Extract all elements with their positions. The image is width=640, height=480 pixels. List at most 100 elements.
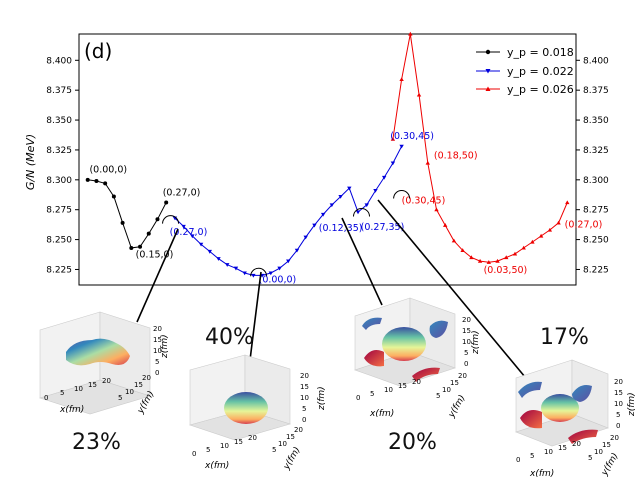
inset-1-xlabel: x(fm) — [59, 405, 84, 415]
inset-1-ztick-4: 0 — [155, 369, 159, 377]
y-ticks-left: 8.225 8.250 8.275 8.300 8.325 8.350 8.375 8.400 — [46, 56, 79, 275]
inset-2-zlabel: z(fm) — [317, 386, 327, 411]
series-2-point-14 — [294, 248, 300, 253]
legend: y_p = 0.018 y_p = 0.022 y_p = 0.026 — [476, 46, 574, 96]
series-line-1 — [87, 179, 167, 249]
inset-3-ztick-4: 0 — [464, 360, 468, 368]
inset-1-xtick-0: 0 — [44, 394, 48, 402]
inset-3-ztick-3: 5 — [464, 349, 468, 357]
inset-4-ztick-4: 0 — [616, 422, 620, 430]
callout-circle-2 — [353, 208, 371, 217]
inset-4-ytick-3: 5 — [588, 454, 592, 462]
inset-1-xtick-1: 5 — [60, 389, 64, 397]
ytick-right-label-1: 8.250 — [583, 236, 609, 246]
series-2-point-23 — [373, 188, 378, 193]
inset-3-xtick-3: 15 — [398, 382, 407, 390]
ytick-right-label-2: 8.275 — [583, 206, 609, 216]
series-3-point-11 — [486, 260, 492, 264]
inset-4-ytick-0: 20 — [610, 434, 619, 442]
annotation-2: (0.27,0) — [163, 187, 201, 198]
ytick-left-label-2: 8.275 — [46, 206, 72, 216]
inset-3-fragment-bottom-right — [412, 367, 440, 382]
plot-frame — [78, 33, 577, 286]
inset-3-fragment-bottom-left — [364, 350, 384, 367]
ytick-left-label-4: 8.325 — [46, 146, 72, 156]
inset-1-percentage: 23% — [72, 430, 121, 455]
annotations: (0.00,0) (0.15,0) (0.27,0) (0.27,0) (0.00,0)… — [89, 131, 602, 285]
inset-1-xtick-3: 15 — [88, 381, 97, 389]
inset-1-ztick-1: 15 — [153, 336, 162, 344]
inset-4-zlabel: z(fm) — [627, 392, 637, 417]
annotation-8: (0.18,50) — [434, 150, 478, 161]
inset-2-xtick-2: 10 — [220, 442, 229, 450]
series-3-point-0 — [390, 136, 396, 141]
inset-2-ytick-2: 10 — [278, 440, 287, 448]
series-2-point-11 — [268, 271, 274, 276]
ytick-left-label-6: 8.375 — [46, 86, 72, 96]
inset-4-xtick-0: 0 — [516, 456, 520, 464]
inset-2-ztick-1: 15 — [300, 383, 309, 391]
series-3-point-18 — [547, 227, 553, 232]
series-2-point-17 — [320, 212, 326, 217]
panel-label: (d) — [84, 39, 112, 63]
series-1-point-0 — [85, 177, 90, 182]
inset-3-xlabel: x(fm) — [369, 409, 394, 419]
series-2-point-12 — [277, 266, 282, 271]
inset-1-ytick-2: 10 — [125, 388, 134, 396]
inset-1-zlabel: z(fm) — [160, 334, 170, 359]
callout-circle-0 — [162, 215, 180, 224]
inset-1-tube — [66, 338, 130, 366]
inset-2-xtick-0: 0 — [192, 450, 196, 458]
inset-3-ylabel: y(fm) — [446, 393, 467, 420]
inset-3-ytick-0: 20 — [458, 372, 467, 380]
series-3-point-14 — [512, 251, 518, 256]
legend-label-2: y_p = 0.022 — [507, 65, 574, 78]
inset-2-ztick-0: 20 — [300, 372, 309, 380]
series-2-point-18 — [329, 203, 335, 208]
series-2-point-19 — [338, 194, 343, 199]
series-3-point-20 — [565, 200, 570, 205]
inset-1-ztick-0: 20 — [153, 325, 162, 333]
inset-2-percentage: 40% — [205, 325, 254, 350]
series-3-point-19 — [556, 220, 561, 225]
ytick-left-label-1: 8.250 — [46, 236, 72, 246]
legend-marker-2 — [485, 69, 491, 74]
series-2-point-5 — [216, 257, 221, 261]
inset-4-xtick-3: 15 — [558, 444, 567, 452]
inset-4-fragment-top-left — [518, 381, 542, 398]
annotation-7: (0.30,45) — [390, 131, 434, 142]
inset-2-ylabel: y(fm) — [281, 445, 302, 472]
series-3-point-3 — [416, 92, 422, 97]
annotation-11: (0.27,0) — [565, 220, 603, 231]
series-3-point-12 — [495, 258, 500, 263]
inset-3-fragment-top-right — [429, 320, 448, 338]
inset-4-percentage: 17% — [540, 325, 589, 350]
series-3-point-15 — [521, 245, 526, 250]
inset-3-zlabel: z(fm) — [471, 330, 481, 355]
inset-2-xtick-1: 5 — [206, 446, 210, 454]
series-2-point-26 — [399, 144, 404, 149]
y-ticks-right: 8.225 8.250 8.275 8.300 8.325 8.350 8.375 8.400 — [576, 56, 609, 275]
series-2-point-15 — [303, 235, 308, 240]
ytick-right-label-3: 8.300 — [583, 176, 609, 186]
series-2-point-24 — [381, 175, 387, 180]
inset-2: x(fm) y(fm) z(fm) 0 5 10 15 20 20 15 10 … — [188, 354, 327, 472]
series-3-point-16 — [530, 239, 535, 244]
legend-marker-1 — [485, 49, 491, 55]
series-3-point-17 — [538, 233, 544, 238]
inset-1-ztick-3: 5 — [155, 358, 159, 366]
series-3-point-13 — [504, 255, 509, 260]
inset-2-ztick-4: 0 — [302, 416, 306, 424]
legend-label-1: y_p = 0.018 — [507, 46, 574, 59]
series-2-point-25 — [390, 161, 396, 166]
series-2-point-16 — [312, 223, 317, 228]
inset-4-ztick-2: 10 — [614, 400, 623, 408]
inset-3-ytick-1: 15 — [450, 379, 459, 387]
inset-3-ztick-1: 15 — [462, 327, 471, 335]
inset-4-ztick-3: 5 — [616, 411, 620, 419]
ytick-left-label-0: 8.225 — [46, 265, 72, 275]
inset-3: x(fm) y(fm) z(fm) 0 5 10 15 20 20 15 10 … — [354, 297, 481, 420]
inset-1-xtick-2: 10 — [74, 385, 83, 393]
annotation-9: (0.30,45) — [402, 196, 446, 207]
inset-4-xtick-1: 5 — [530, 452, 534, 460]
